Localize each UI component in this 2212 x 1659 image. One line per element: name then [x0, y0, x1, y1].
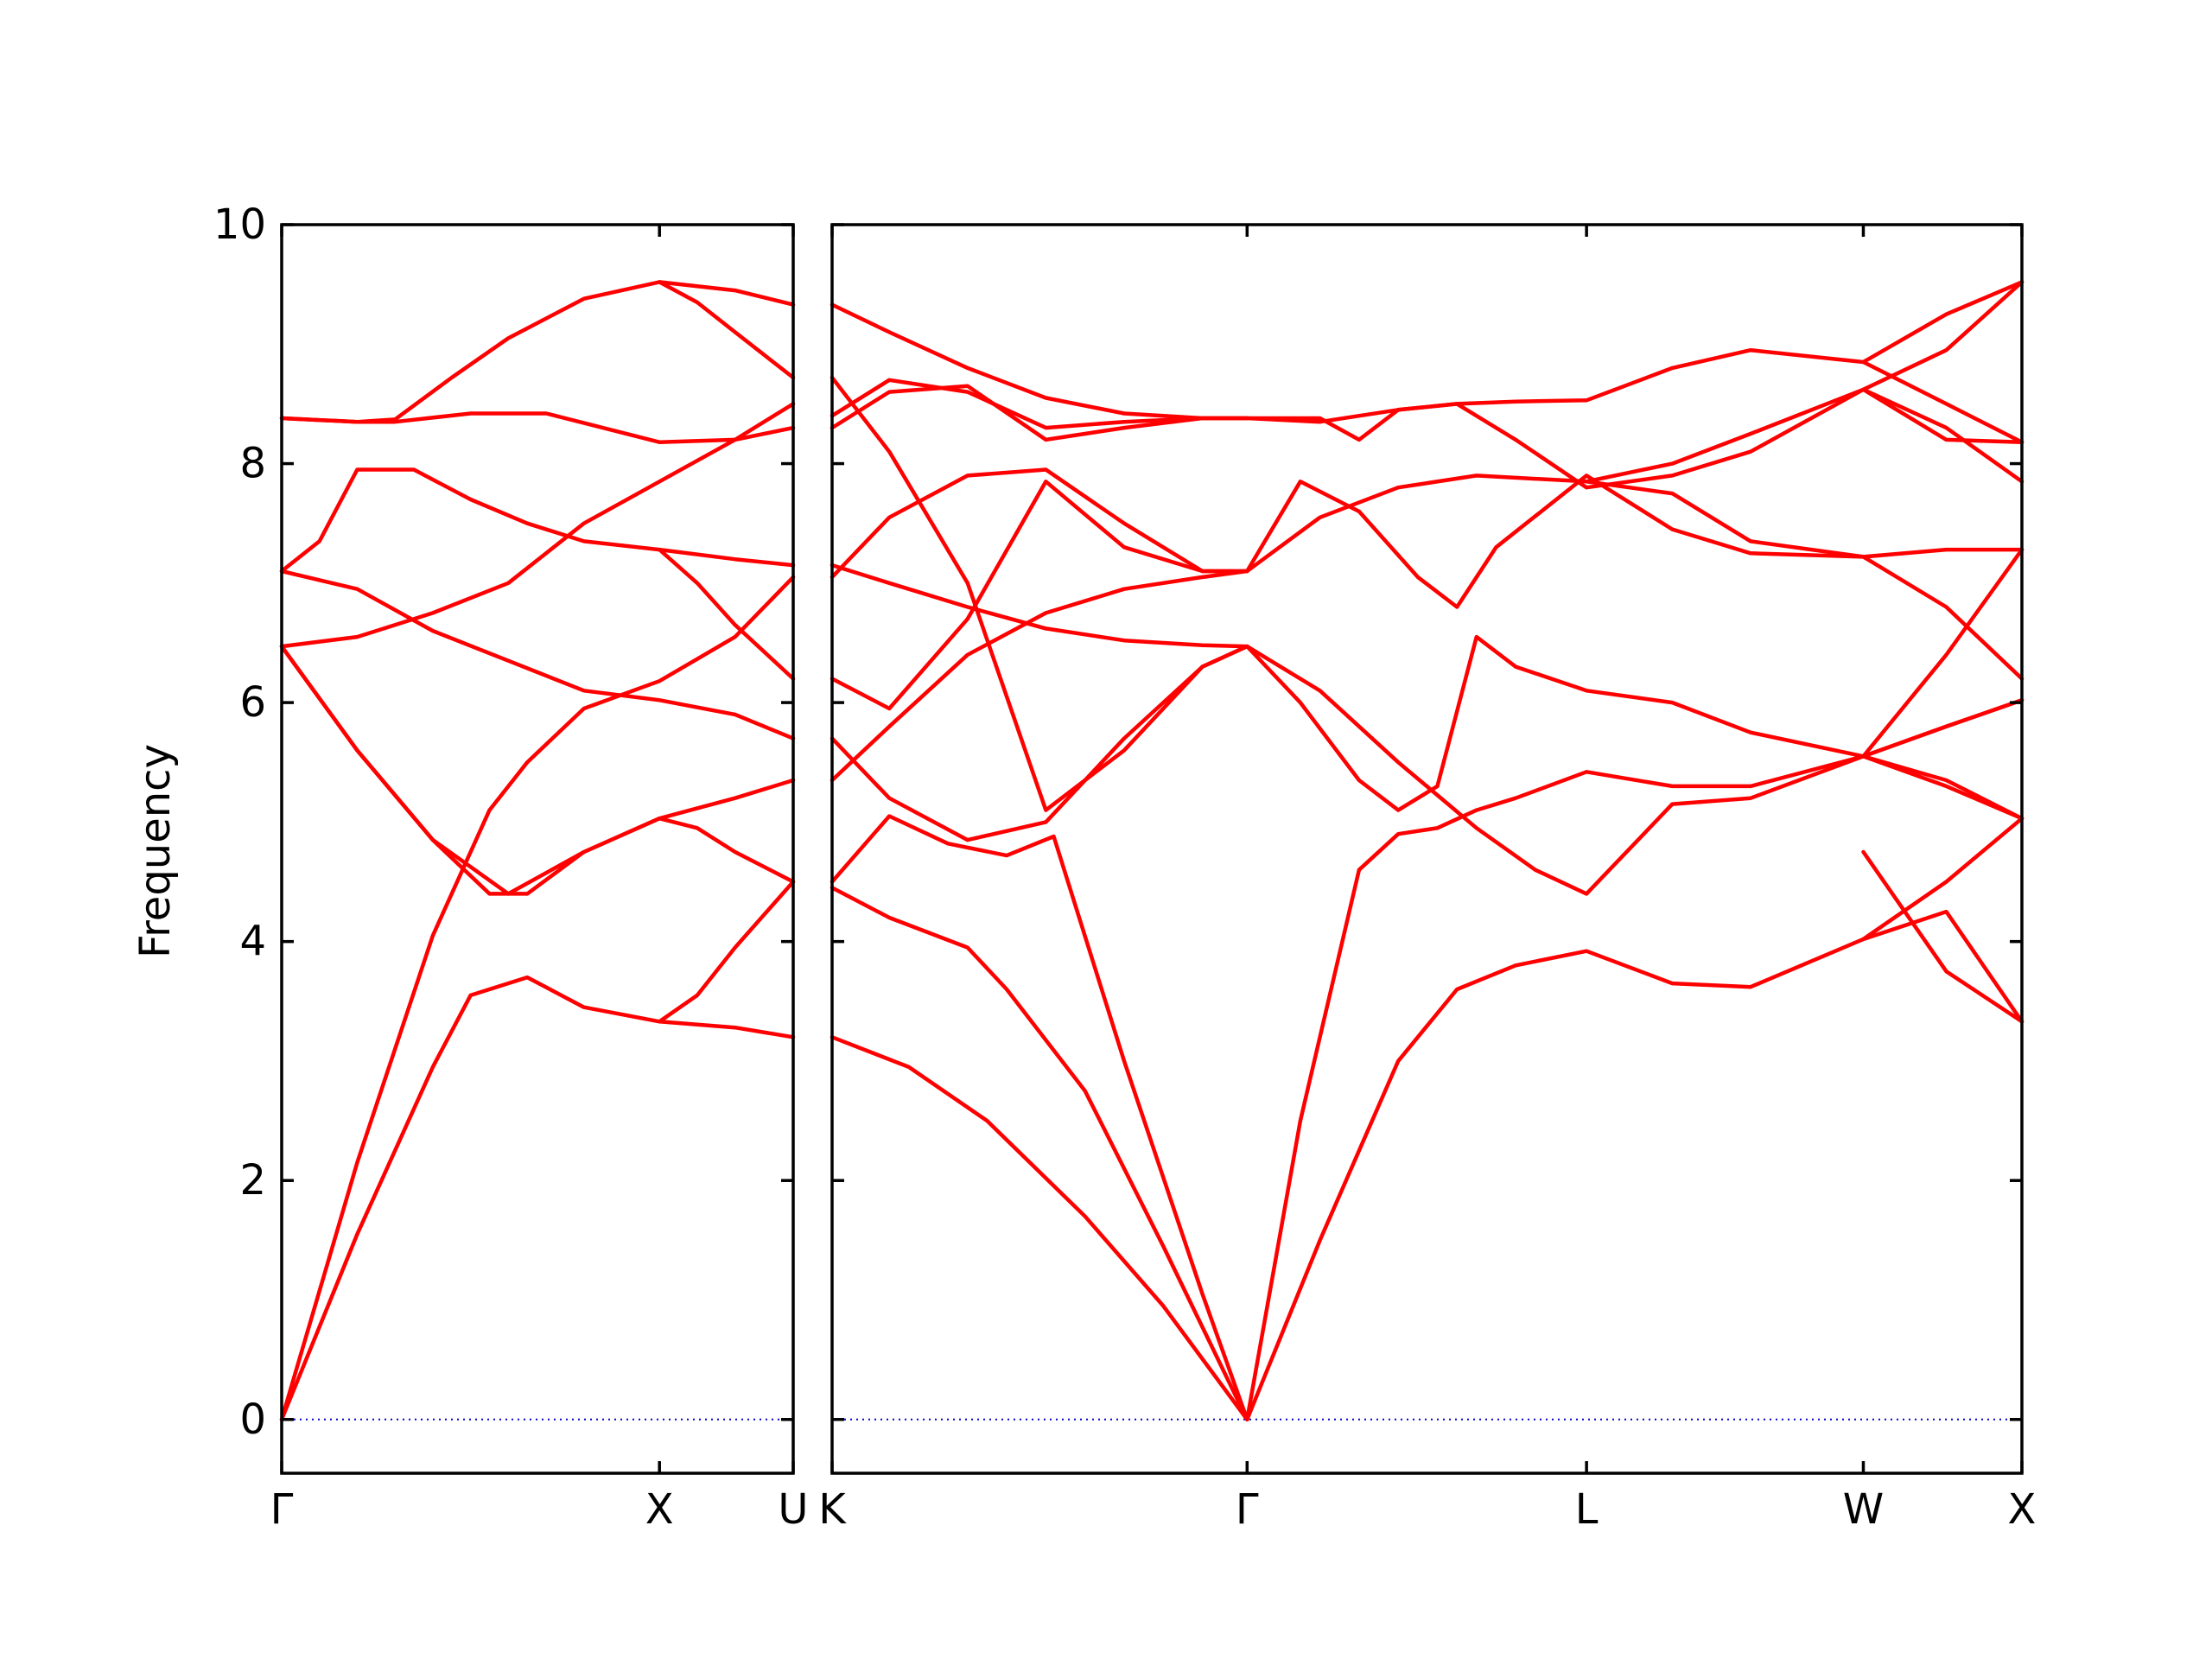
band-line — [279, 402, 796, 649]
band-line — [1245, 909, 2024, 1422]
plot-frame — [830, 223, 2024, 1475]
band-line — [830, 467, 1249, 580]
band-line — [1861, 280, 2024, 365]
band-line — [830, 814, 1249, 1422]
x-tick-label: X — [645, 1485, 674, 1534]
band-line — [830, 480, 1249, 711]
band-line — [279, 467, 796, 574]
plot-frame — [280, 223, 795, 1475]
band-line — [657, 280, 796, 380]
band-line — [1245, 280, 2024, 490]
band-line — [830, 563, 1249, 649]
band-line — [1245, 347, 2024, 444]
band-line — [1245, 474, 2024, 681]
band-line — [279, 644, 796, 896]
band-line — [830, 644, 1249, 842]
band-line — [1861, 816, 2024, 942]
band-line — [1861, 547, 2024, 759]
y-tick-label: 6 — [239, 678, 266, 727]
band-line — [1861, 387, 2024, 444]
band-line — [830, 302, 1249, 421]
x-tick-label: L — [1575, 1485, 1599, 1534]
band-line — [1245, 698, 2024, 1422]
band-line — [830, 886, 1249, 1422]
y-axis-title: Frequency — [131, 744, 180, 958]
y-tick-label: 8 — [239, 440, 266, 488]
band-line — [279, 569, 796, 741]
panel-left: 0 2 4 6 8 10 Γ X U — [213, 200, 809, 1534]
y-tick-label: 10 — [213, 200, 266, 249]
band-line — [1245, 474, 2024, 574]
band-line — [657, 880, 796, 1024]
band-line — [830, 569, 1249, 783]
band-line — [279, 975, 796, 1422]
x-tick-label: K — [818, 1485, 847, 1534]
band-line — [1584, 387, 2024, 484]
x-tick-label: X — [2008, 1485, 2037, 1534]
band-line — [830, 1035, 1249, 1422]
band-line — [830, 378, 1249, 430]
band-line — [1245, 634, 2024, 821]
y-tick-label: 2 — [239, 1156, 266, 1205]
band-line — [279, 644, 796, 896]
y-tick-label: 4 — [239, 918, 266, 966]
x-tick-label: Γ — [270, 1485, 294, 1534]
band-line — [657, 547, 796, 681]
band-line — [279, 575, 796, 1422]
band-line — [1861, 849, 2024, 1024]
x-tick-label: Γ — [1236, 1485, 1259, 1534]
band-line — [279, 411, 796, 444]
x-tick-label: U — [778, 1485, 808, 1534]
band-line — [279, 280, 796, 424]
y-tick-label: 0 — [239, 1395, 266, 1444]
x-tick-label: W — [1843, 1485, 1884, 1534]
band-line — [1861, 698, 2024, 759]
band-line — [830, 375, 1249, 812]
